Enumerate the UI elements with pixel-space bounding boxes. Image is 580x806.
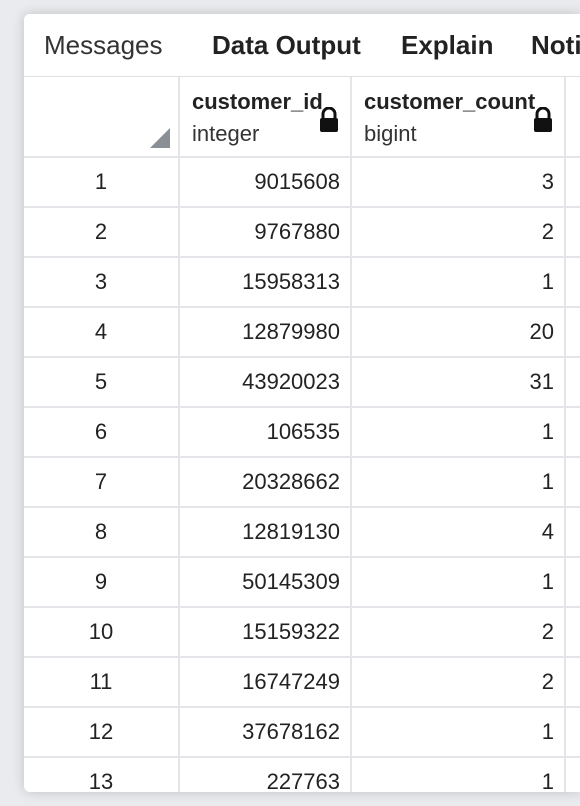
tab-messages[interactable]: Messages (44, 30, 163, 60)
customer-id-cell[interactable]: 9015608 (180, 158, 352, 208)
column-name: customer_count (364, 89, 536, 114)
customer-count-cell[interactable]: 1 (352, 458, 566, 508)
results-tab-bar: Messages Data Output Explain Noti (24, 14, 580, 77)
customer-id-cell[interactable]: 43920023 (180, 358, 352, 408)
overflow-cell (566, 558, 580, 608)
customer-count-cell[interactable]: 20 (352, 308, 566, 358)
row-number-header[interactable] (24, 77, 180, 158)
table-row[interactable]: 13 227763 1 (24, 758, 580, 792)
overflow-cell (566, 708, 580, 758)
customer-count-cell[interactable]: 2 (352, 658, 566, 708)
overflow-cell (566, 458, 580, 508)
customer-id-cell[interactable]: 16747249 (180, 658, 352, 708)
table-row[interactable]: 11 16747249 2 (24, 658, 580, 708)
column-header-customer-id[interactable]: customer_id integer (180, 77, 352, 158)
row-number-cell[interactable]: 9 (24, 558, 180, 608)
resize-corner-icon (150, 128, 170, 148)
lock-icon (534, 107, 552, 132)
overflow-cell (566, 358, 580, 408)
row-number-cell[interactable]: 13 (24, 758, 180, 792)
customer-count-cell[interactable]: 4 (352, 508, 566, 558)
tab-notifications[interactable]: Noti (531, 30, 580, 60)
customer-count-cell[interactable]: 1 (352, 258, 566, 308)
row-number-cell[interactable]: 4 (24, 308, 180, 358)
query-results-panel: Messages Data Output Explain Noti custom… (24, 14, 580, 792)
customer-id-cell[interactable]: 20328662 (180, 458, 352, 508)
tab-explain[interactable]: Explain (401, 30, 494, 60)
column-name: customer_id (192, 89, 323, 114)
overflow-cell (566, 758, 580, 792)
table-row[interactable]: 8 12819130 4 (24, 508, 580, 558)
table-row[interactable]: 6 106535 1 (24, 408, 580, 458)
customer-count-cell[interactable]: 2 (352, 208, 566, 258)
lock-icon (320, 107, 338, 132)
customer-count-cell[interactable]: 31 (352, 358, 566, 408)
table-row[interactable]: 5 43920023 31 (24, 358, 580, 408)
row-number-cell[interactable]: 1 (24, 158, 180, 208)
customer-id-cell[interactable]: 106535 (180, 408, 352, 458)
customer-id-cell[interactable]: 12879980 (180, 308, 352, 358)
row-number-cell[interactable]: 8 (24, 508, 180, 558)
row-number-cell[interactable]: 10 (24, 608, 180, 658)
table-row[interactable]: 2 9767880 2 (24, 208, 580, 258)
customer-count-cell[interactable]: 1 (352, 758, 566, 792)
table-row[interactable]: 1 9015608 3 (24, 158, 580, 208)
customer-id-cell[interactable]: 9767880 (180, 208, 352, 258)
customer-id-cell[interactable]: 15159322 (180, 608, 352, 658)
customer-id-cell[interactable]: 12819130 (180, 508, 352, 558)
column-type: integer (192, 121, 260, 146)
overflow-cell (566, 658, 580, 708)
customer-count-cell[interactable]: 1 (352, 408, 566, 458)
customer-count-cell[interactable]: 1 (352, 558, 566, 608)
overflow-cell (566, 608, 580, 658)
overflow-cell (566, 308, 580, 358)
column-type: bigint (364, 121, 417, 146)
table-row[interactable]: 12 37678162 1 (24, 708, 580, 758)
overflow-cell (566, 258, 580, 308)
column-header-customer-count[interactable]: customer_count bigint (352, 77, 566, 158)
row-number-cell[interactable]: 11 (24, 658, 180, 708)
row-number-cell[interactable]: 5 (24, 358, 180, 408)
row-number-cell[interactable]: 2 (24, 208, 180, 258)
customer-id-cell[interactable]: 15958313 (180, 258, 352, 308)
row-number-cell[interactable]: 12 (24, 708, 180, 758)
table-row[interactable]: 7 20328662 1 (24, 458, 580, 508)
overflow-cell (566, 408, 580, 458)
overflow-cell (566, 158, 580, 208)
customer-count-cell[interactable]: 2 (352, 608, 566, 658)
overflow-cell (566, 508, 580, 558)
row-number-cell[interactable]: 6 (24, 408, 180, 458)
row-number-cell[interactable]: 7 (24, 458, 180, 508)
overflow-cell (566, 208, 580, 258)
tab-data-output[interactable]: Data Output (212, 30, 361, 60)
table-row[interactable]: 4 12879980 20 (24, 308, 580, 358)
table-row[interactable]: 9 50145309 1 (24, 558, 580, 608)
column-header-overflow (566, 77, 580, 158)
table-row[interactable]: 3 15958313 1 (24, 258, 580, 308)
grid-rows: 1 9015608 3 2 9767880 2 3 15958313 1 4 12879980 20 5… (24, 158, 580, 792)
customer-count-cell[interactable]: 1 (352, 708, 566, 758)
row-number-cell[interactable]: 3 (24, 258, 180, 308)
customer-count-cell[interactable]: 3 (352, 158, 566, 208)
table-row[interactable]: 10 15159322 2 (24, 608, 580, 658)
customer-id-cell[interactable]: 50145309 (180, 558, 352, 608)
customer-id-cell[interactable]: 227763 (180, 758, 352, 792)
customer-id-cell[interactable]: 37678162 (180, 708, 352, 758)
